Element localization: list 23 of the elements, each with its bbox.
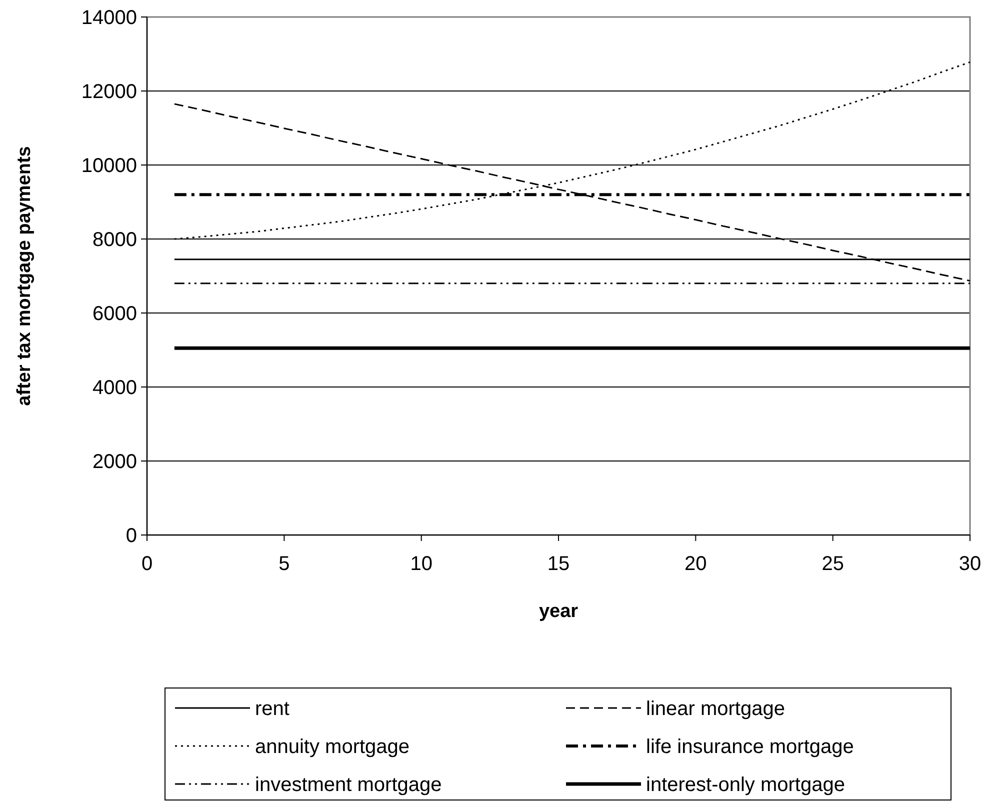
legend-label: interest-only mortgage: [646, 774, 845, 796]
x-tick-label: 0: [141, 553, 153, 575]
y-tick-label: 6000: [92, 303, 137, 325]
x-tick-label: 30: [958, 553, 982, 575]
legend-label: investment mortgage: [255, 774, 442, 796]
y-tick-label: 8000: [92, 229, 137, 251]
x-tick-label: 15: [547, 553, 570, 575]
legend-label: rent: [255, 698, 290, 720]
x-axis-title: year: [538, 601, 579, 622]
y-tick-label: 4000: [92, 377, 137, 399]
x-tick-label: 5: [278, 553, 290, 575]
y-tick-label: 0: [126, 525, 137, 547]
legend-label: annuity mortgage: [255, 736, 410, 758]
x-tick-label: 25: [822, 553, 844, 575]
legend-label: life insurance mortgage: [646, 736, 854, 758]
y-tick-label: 12000: [81, 81, 137, 103]
y-tick-label: 14000: [81, 7, 137, 29]
y-tick-label: 2000: [92, 451, 137, 473]
x-tick-label: 20: [684, 553, 707, 575]
x-tick-label: 10: [410, 553, 432, 575]
legend-label: linear mortgage: [646, 698, 785, 720]
y-tick-label: 10000: [81, 155, 137, 177]
y-axis-title: after tax mortgage payments: [14, 146, 35, 406]
